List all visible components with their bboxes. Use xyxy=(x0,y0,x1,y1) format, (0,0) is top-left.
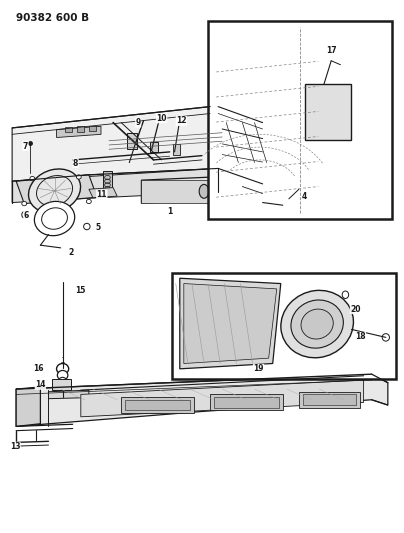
Text: 15: 15 xyxy=(76,286,86,295)
Ellipse shape xyxy=(57,364,69,374)
Bar xyxy=(210,394,283,410)
Ellipse shape xyxy=(342,291,349,298)
Text: 20: 20 xyxy=(350,305,361,313)
Polygon shape xyxy=(12,168,218,203)
Text: 2: 2 xyxy=(68,248,73,256)
Ellipse shape xyxy=(57,385,69,396)
Bar xyxy=(52,379,71,390)
Ellipse shape xyxy=(291,300,343,348)
Ellipse shape xyxy=(84,223,90,230)
Text: 11: 11 xyxy=(97,190,107,199)
Text: 12: 12 xyxy=(176,117,187,125)
Text: 8: 8 xyxy=(73,159,78,167)
Polygon shape xyxy=(141,177,214,203)
Bar xyxy=(65,127,72,132)
Text: 16: 16 xyxy=(33,365,44,373)
Polygon shape xyxy=(180,278,281,369)
Bar xyxy=(121,397,194,413)
Bar xyxy=(299,392,360,408)
Bar xyxy=(89,126,96,131)
Bar xyxy=(305,84,351,140)
Bar xyxy=(103,171,112,192)
Text: 18: 18 xyxy=(355,333,366,341)
Ellipse shape xyxy=(281,290,354,358)
Bar xyxy=(303,394,356,405)
Polygon shape xyxy=(48,390,89,399)
Ellipse shape xyxy=(76,175,81,179)
Polygon shape xyxy=(89,188,117,198)
Text: 14: 14 xyxy=(35,381,46,389)
Text: 9: 9 xyxy=(136,118,141,127)
Text: 13: 13 xyxy=(10,442,20,451)
Ellipse shape xyxy=(301,309,333,339)
Ellipse shape xyxy=(58,381,67,391)
Bar xyxy=(173,144,180,155)
Bar xyxy=(127,133,137,149)
Bar xyxy=(77,126,84,132)
Bar xyxy=(208,21,392,219)
Text: 19: 19 xyxy=(253,365,264,373)
Polygon shape xyxy=(295,187,310,198)
Polygon shape xyxy=(81,380,364,417)
Text: 4: 4 xyxy=(302,192,307,200)
Ellipse shape xyxy=(22,201,27,206)
Polygon shape xyxy=(184,284,277,364)
Ellipse shape xyxy=(199,184,209,198)
Polygon shape xyxy=(214,177,242,209)
Polygon shape xyxy=(16,387,40,426)
Ellipse shape xyxy=(382,334,389,341)
Text: 1: 1 xyxy=(167,207,172,216)
Ellipse shape xyxy=(22,212,27,218)
Polygon shape xyxy=(16,175,97,204)
Ellipse shape xyxy=(86,199,91,204)
Polygon shape xyxy=(16,374,388,426)
Ellipse shape xyxy=(34,201,75,236)
Text: 6: 6 xyxy=(24,212,29,220)
Polygon shape xyxy=(57,126,101,138)
Text: 17: 17 xyxy=(326,46,337,55)
Bar xyxy=(141,180,214,203)
Bar xyxy=(125,400,190,410)
Text: 10: 10 xyxy=(156,114,167,123)
Text: 90382 600 B: 90382 600 B xyxy=(16,13,89,23)
Ellipse shape xyxy=(29,169,80,213)
Ellipse shape xyxy=(282,199,295,213)
Ellipse shape xyxy=(30,176,35,181)
Polygon shape xyxy=(12,107,218,181)
Bar xyxy=(172,273,396,379)
Ellipse shape xyxy=(59,377,67,385)
Text: 7: 7 xyxy=(23,142,28,150)
Ellipse shape xyxy=(57,370,68,380)
Bar xyxy=(150,142,158,152)
Bar xyxy=(214,397,279,408)
Text: 5: 5 xyxy=(96,223,101,232)
